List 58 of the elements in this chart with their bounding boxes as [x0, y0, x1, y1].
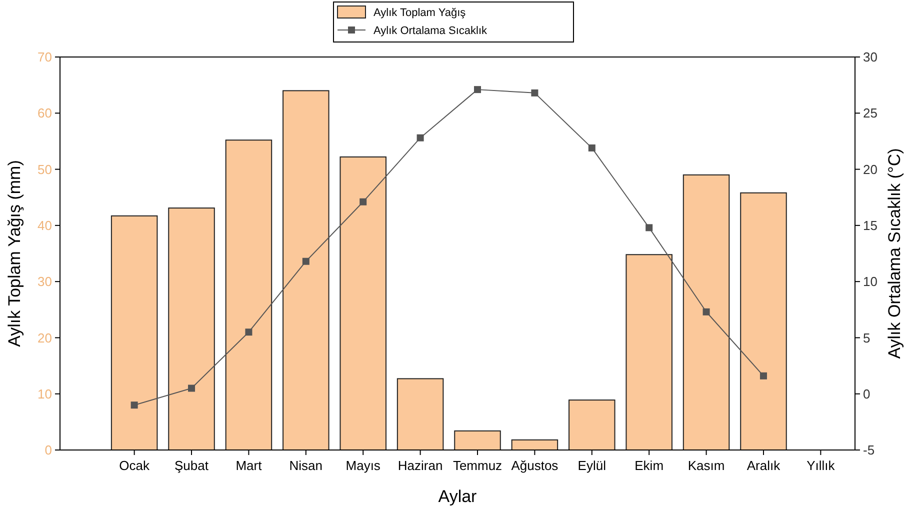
point: [702, 308, 710, 316]
x-tick-label: Mayıs: [346, 458, 381, 473]
point: [188, 384, 196, 392]
x-tick-label: Temmuz: [452, 458, 502, 473]
point: [474, 86, 481, 94]
point: [760, 372, 767, 380]
point: [130, 402, 138, 409]
point: [531, 89, 538, 96]
bar: [454, 430, 501, 450]
bar: [340, 156, 386, 450]
bar: [682, 174, 730, 450]
y-tick-label: 0: [44, 442, 52, 458]
legend-label: Aylık Toplam Yağış: [374, 6, 466, 19]
x-tick-label: Yıllık: [806, 458, 836, 473]
y2-tick-label: 0: [863, 386, 870, 402]
y-tick-label: 60: [38, 106, 52, 121]
y2-tick-label: 20: [863, 162, 878, 177]
y2-tick-label: 10: [863, 274, 878, 290]
y2-tick-label: 25: [863, 106, 878, 121]
x-tick-label: Eylül: [578, 458, 606, 473]
point: [588, 144, 596, 152]
point: [646, 224, 653, 232]
x-tick-label: Şubat: [174, 458, 209, 473]
bar: [568, 400, 616, 450]
x-tick-label: Nisan: [289, 458, 323, 473]
point: [416, 134, 424, 142]
x-tick-label: Aralık: [746, 458, 781, 473]
legend-label: Aylık Ortalama Sıcaklık: [374, 24, 488, 37]
bar: [225, 140, 272, 450]
x-tick-label: Ocak: [119, 458, 150, 473]
y-tick-label: 20: [38, 330, 52, 346]
y-tick-label: 10: [38, 386, 52, 402]
bar: [396, 378, 444, 450]
y-axis-title: Aylık Toplam Yağış (mm): [5, 160, 24, 347]
y-tick-label: 70: [38, 50, 52, 65]
y-tick-label: 40: [38, 218, 52, 233]
point: [360, 198, 367, 206]
x-tick-label: Ekim: [634, 458, 664, 473]
x-axis-title: Aylar: [438, 487, 478, 506]
x-tick-label: Mart: [236, 458, 262, 473]
x-tick-label: Kasım: [688, 458, 725, 473]
y-tick-label: 30: [38, 274, 52, 290]
y2-tick-label: 30: [863, 50, 878, 65]
bar: [282, 90, 330, 450]
y2-axis-title: Aylık Ortalama Sıcaklık (°C): [885, 148, 904, 359]
x-tick-label: Ağustos: [511, 458, 559, 473]
point: [245, 328, 252, 336]
point: [302, 258, 310, 265]
bar: [740, 192, 787, 450]
y2-tick-label: 15: [863, 218, 878, 233]
bar: [626, 254, 672, 450]
y2-tick-label: -5: [863, 442, 875, 458]
bar: [110, 215, 158, 450]
bar: [168, 208, 215, 450]
y-tick-label: 50: [38, 162, 52, 177]
bar: [511, 439, 558, 450]
y2-tick-label: 5: [863, 330, 870, 346]
x-tick-label: Haziran: [398, 458, 443, 473]
